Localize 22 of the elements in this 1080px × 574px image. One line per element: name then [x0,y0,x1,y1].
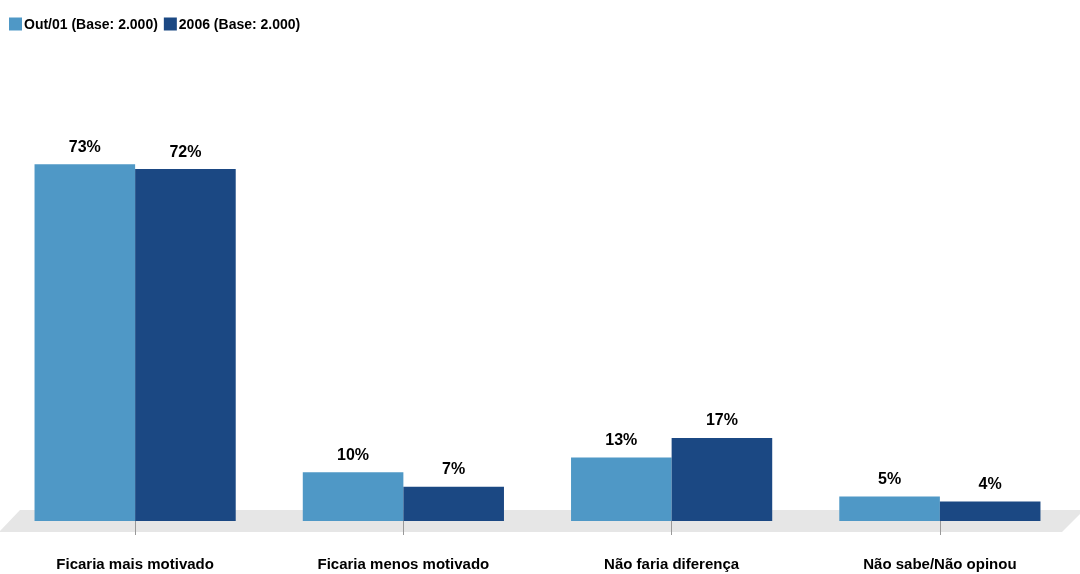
bar [135,169,236,521]
bar [34,164,136,521]
bar [839,496,940,521]
bar [403,486,504,521]
x-tick-label: Ficaria menos motivado [317,555,490,572]
data-label: 73% [68,137,101,155]
data-label: 4% [978,474,1002,492]
bar [939,501,1041,521]
data-label: 13% [605,430,638,448]
legend-label: Out/01 (Base: 2.000) [24,16,158,32]
data-label: 17% [705,411,738,429]
legend-label: 2006 (Base: 2.000) [178,16,301,32]
bar [571,457,672,521]
x-tick-label: Ficaria mais motivado [56,555,214,572]
data-label: 5% [878,470,902,488]
x-tick-label: Não faria diferença [604,555,740,572]
data-label: 72% [169,142,202,160]
bar [671,437,773,521]
x-tick-label: Não sabe/Não opinou [863,555,1017,572]
data-label: 10% [337,445,370,463]
data-label: 7% [442,460,466,478]
bar [302,472,404,521]
